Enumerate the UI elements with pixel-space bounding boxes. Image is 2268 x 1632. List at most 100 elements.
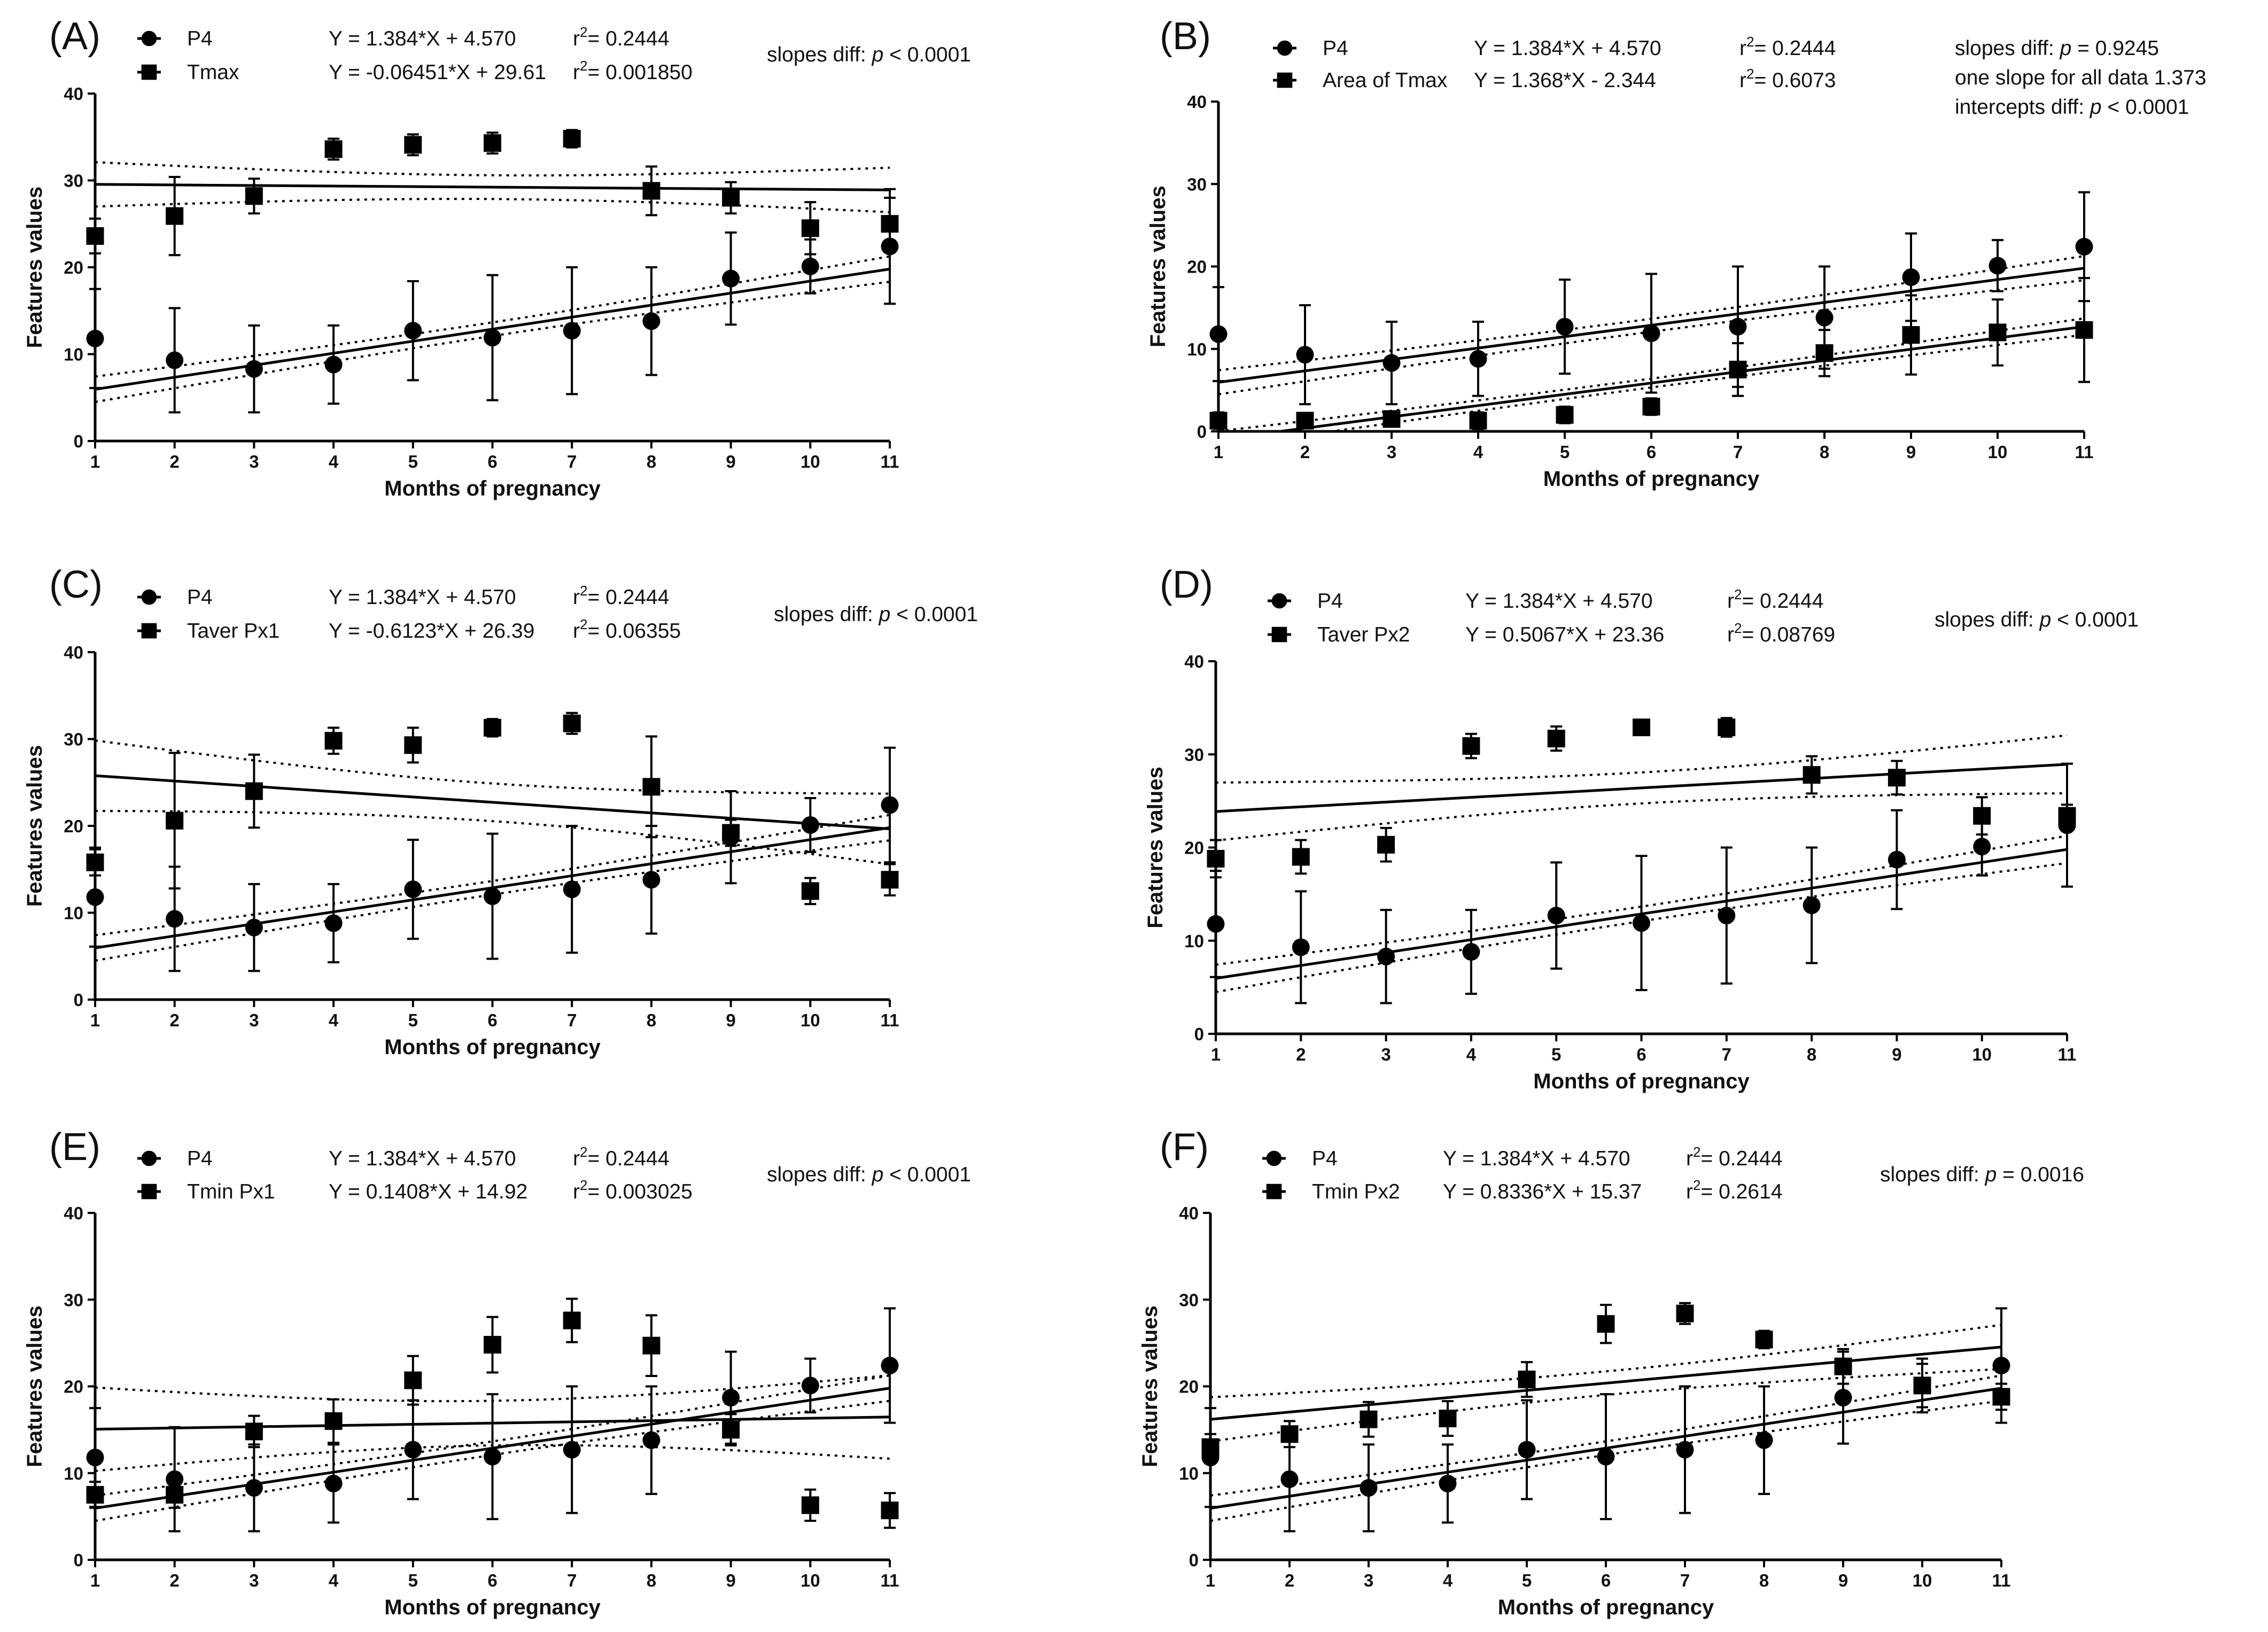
data-point-square — [642, 778, 661, 796]
x-axis-title: Months of pregnancy — [1533, 1070, 1750, 1093]
x-tick-label: 11 — [881, 1571, 899, 1590]
series-p4 — [86, 746, 899, 972]
x-tick-label: 7 — [567, 1010, 577, 1030]
data-point-square — [1518, 1371, 1536, 1389]
data-point-circle — [1439, 1474, 1457, 1492]
panel-2: (C) P4 Y = 1.384*X + 4.570 r2= 0.2444 Taver … — [23, 563, 978, 1059]
series-p4 — [1201, 1307, 2010, 1533]
data-point-square — [1989, 323, 2007, 342]
data-point-circle — [1296, 346, 1314, 364]
x-tick-label: 9 — [726, 1571, 735, 1590]
confidence-band-upper — [1216, 734, 2068, 784]
data-point-circle — [404, 1441, 422, 1459]
panel-label: (B) — [1160, 15, 1211, 58]
x-tick-label: 1 — [90, 1010, 100, 1030]
legend-label: Taver Px2 — [1317, 623, 1410, 646]
regression-group — [95, 739, 890, 865]
x-tick-label: 1 — [1214, 442, 1223, 462]
data-point-circle — [801, 816, 819, 834]
data-point-circle — [1518, 1441, 1536, 1459]
data-point-circle — [642, 312, 661, 330]
x-tick-label: 9 — [726, 1010, 735, 1030]
y-tick-label: 10 — [1187, 339, 1207, 359]
x-axis-title: Months of pregnancy — [384, 1596, 601, 1619]
series-area-of-tmax — [1209, 277, 2093, 431]
y-tick-label: 0 — [1197, 422, 1207, 442]
y-axis-title: Features values — [1144, 767, 1167, 928]
data-point-square — [1729, 360, 1747, 378]
data-point-circle — [881, 1357, 899, 1375]
data-point-square — [166, 811, 184, 830]
legend-label: Tmax — [187, 61, 239, 84]
data-point-square — [722, 189, 740, 207]
r-squared: r2= 0.2444 — [1739, 34, 1836, 60]
x-tick-label: 9 — [1906, 442, 1916, 462]
x-tick-label: 6 — [1646, 442, 1656, 462]
r-squared: r2= 0.08769 — [1727, 620, 1835, 646]
x-tick-label: 5 — [1551, 1045, 1561, 1064]
y-axis-title: Features values — [1138, 1305, 1162, 1467]
data-point-square — [801, 882, 819, 900]
data-point-circle — [1360, 1479, 1378, 1497]
data-point-square — [1718, 718, 1736, 737]
data-point-square — [2058, 807, 2076, 825]
stat-annotation: one slope for all data 1.373 — [1955, 66, 2207, 89]
x-tick-label: 11 — [2058, 1045, 2077, 1064]
data-point-square — [245, 187, 263, 205]
data-point-circle — [1676, 1441, 1694, 1459]
data-point-circle — [563, 322, 581, 340]
series-tmin-px1 — [86, 1297, 899, 1529]
data-point-square — [324, 1412, 343, 1430]
data-point-circle — [1902, 268, 1920, 287]
data-point-square — [245, 1422, 263, 1441]
legend-marker-circle — [141, 589, 157, 605]
data-point-circle — [563, 880, 581, 899]
x-tick-label: 10 — [801, 452, 820, 471]
data-point-circle — [881, 796, 899, 814]
confidence-band-lower — [1324, 334, 2085, 431]
x-tick-label: 7 — [567, 452, 577, 471]
y-tick-label: 10 — [64, 1464, 83, 1483]
data-point-square — [166, 207, 184, 225]
data-point-square — [642, 182, 661, 200]
regression-line — [95, 1416, 890, 1431]
data-point-circle — [1718, 907, 1736, 925]
legend-label: P4 — [187, 1147, 213, 1170]
y-tick-label: 30 — [64, 171, 83, 191]
x-tick-label: 2 — [170, 452, 180, 471]
x-tick-label: 2 — [1285, 1571, 1294, 1590]
legend-label: P4 — [1312, 1147, 1338, 1170]
x-tick-label: 4 — [1466, 1045, 1477, 1064]
r-squared: r2= 0.2444 — [573, 1144, 669, 1170]
data-point-square — [1834, 1357, 1852, 1375]
series-taver-px1 — [86, 711, 899, 906]
legend-marker-square — [141, 64, 157, 80]
data-point-circle — [2075, 237, 2093, 256]
confidence-band-lower — [1216, 862, 2068, 993]
panel-3: (D) P4 Y = 1.384*X + 4.570 r2= 0.2444 Taver … — [1144, 563, 2139, 1093]
data-point-square — [1296, 412, 1314, 430]
y-tick-label: 40 — [1184, 652, 1204, 671]
y-tick-label: 20 — [64, 1377, 83, 1397]
data-point-circle — [642, 1431, 661, 1449]
stat-annotation: intercepts diff: p < 0.0001 — [1955, 96, 2189, 119]
data-point-square — [563, 130, 581, 148]
r-squared: r2= 0.001850 — [573, 58, 693, 84]
x-tick-label: 2 — [170, 1010, 180, 1030]
stat-annotation: slopes diff: p < 0.0001 — [1935, 608, 2139, 631]
data-point-square — [245, 782, 263, 800]
panel-label: (A) — [49, 15, 100, 58]
legend-marker-circle — [1266, 1150, 1282, 1166]
stat-annotation: slopes diff: p < 0.0001 — [767, 43, 971, 66]
regression-equation: Y = -0.06451*X + 29.61 — [329, 61, 546, 84]
y-tick-label: 20 — [64, 816, 83, 836]
data-point-square — [1207, 849, 1225, 868]
data-point-circle — [1382, 354, 1401, 372]
data-point-square — [801, 1496, 819, 1514]
data-point-circle — [324, 355, 343, 374]
series-tmin-px2 — [1201, 1302, 2010, 1461]
data-point-square — [1280, 1425, 1299, 1443]
legend-label: P4 — [187, 586, 213, 609]
data-point-circle — [563, 1441, 581, 1459]
data-point-square — [1992, 1388, 2010, 1406]
